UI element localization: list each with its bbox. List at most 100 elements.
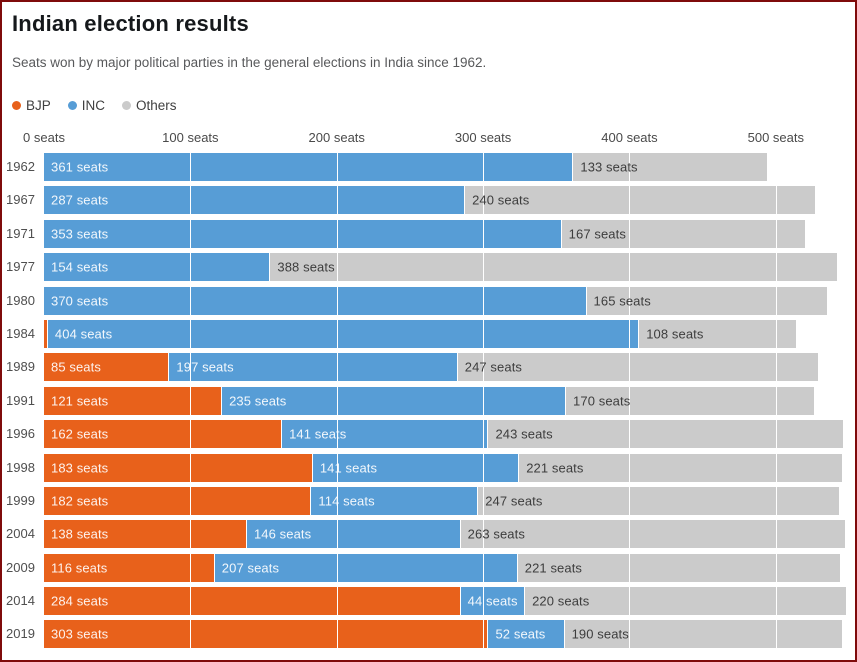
bar-row-1998: 183 seats 141 seats 221 seats (44, 453, 849, 482)
bar-value-label: 141 seats (319, 460, 378, 476)
bar-value-label: 240 seats (472, 192, 530, 208)
year-label: 1991 (6, 392, 35, 408)
bar-segment-bjp: 116 seats (44, 553, 214, 582)
bar-value-label: 221 seats (524, 560, 583, 576)
bar-row-1967: 287 seats 240 seats (44, 186, 849, 215)
bar-segment-others: 221 seats (516, 553, 841, 582)
legend-label: BJP (26, 97, 51, 113)
bar-segment-inc: 404 seats (46, 319, 639, 348)
bar-value-label: 263 seats (467, 526, 525, 542)
bar-row-2019: 303 seats 52 seats 190 seats (44, 620, 849, 649)
bar-segment-others: 190 seats (563, 620, 842, 649)
bar-value-label: 243 seats (495, 426, 553, 442)
x-axis-tick: 500 seats (747, 130, 804, 145)
year-label: 2004 (6, 526, 35, 542)
bar-row-1971: 353 seats 167 seats (44, 219, 849, 248)
x-axis-tick: 300 seats (454, 130, 512, 145)
bar-row-1962: 361 seats 133 seats (44, 153, 849, 181)
legend-dot-icon (122, 100, 132, 110)
bar-value-label: 220 seats (532, 593, 590, 609)
bar-segment-inc: 235 seats (221, 386, 566, 415)
bar-value-label: 404 seats (54, 326, 113, 342)
bar-segment-bjp: 138 seats (44, 520, 246, 549)
bar-value-label: 247 seats (464, 359, 523, 375)
bar-segment-inc: 370 seats (44, 286, 586, 315)
bar-value-label: 116 seats (51, 560, 108, 576)
bar-row-1989: 85 seats 197 seats 247 seats (44, 353, 849, 382)
bar-row-1977: 154 seats 388 seats (44, 253, 849, 282)
bar-segment-bjp: 121 seats (44, 386, 222, 415)
bar-segment-inc: 197 seats (168, 353, 457, 382)
bar-value-label: 221 seats (526, 460, 584, 476)
bar-segment-bjp (44, 319, 47, 348)
bar-segment-bjp: 162 seats (44, 420, 282, 449)
chart-body: 1962 1967 1971 1977 1980 1984 1989 1991 1996 1998… (2, 153, 849, 654)
year-label: 2014 (6, 593, 35, 609)
x-axis-tick: 400 seats (601, 130, 658, 145)
year-label: 1980 (6, 292, 35, 308)
year-label: 1989 (6, 359, 35, 375)
bar-segment-others: 240 seats (464, 186, 816, 215)
bar-row-1996: 162 seats 141 seats 243 seats (44, 420, 849, 449)
bar-segment-others: 263 seats (459, 520, 845, 549)
bar-segment-bjp: 303 seats (44, 620, 488, 649)
bar-segment-others: 220 seats (524, 587, 847, 616)
bar-value-label: 247 seats (485, 493, 543, 509)
plot-area: 361 seats 133 seats 287 seats 240 seats 353 … (44, 153, 849, 654)
legend-dot-icon (67, 100, 77, 110)
year-label: 2019 (6, 626, 35, 642)
bar-value-label: 190 seats (571, 626, 629, 642)
bar-row-1991: 121 seats 235 seats 170 seats (44, 386, 849, 415)
bar-segment-bjp: 284 seats (44, 587, 460, 616)
legend-dot-icon (12, 100, 21, 110)
bar-segment-others: 243 seats (487, 420, 844, 449)
bar-segment-inc: 154 seats (44, 253, 270, 282)
bar-segment-inc: 146 seats (245, 520, 460, 549)
bar-value-label: 146 seats (253, 526, 312, 542)
legend-item-bjp: BJP (12, 98, 51, 113)
bar-row-1984: 404 seats 108 seats (44, 319, 849, 348)
bar-value-label: 353 seats (51, 226, 109, 242)
legend-item-inc: INC (67, 98, 105, 113)
bar-segment-others: 221 seats (518, 453, 842, 482)
bar-segment-inc: 353 seats (44, 219, 561, 248)
bar-segment-inc: 287 seats (44, 186, 465, 215)
bar-value-label: 287 seats (51, 192, 109, 208)
legend-item-others: Others (122, 98, 177, 113)
bar-value-label: 361 seats (51, 159, 109, 175)
year-label: 1984 (6, 325, 35, 341)
bar-value-label: 182 seats (51, 493, 109, 509)
year-label: 1962 (6, 159, 35, 174)
bar-value-label: 44 seats (467, 593, 518, 609)
bar-segment-others: 247 seats (456, 353, 819, 382)
page-subtitle: Seats won by major political parties in … (12, 55, 487, 70)
bar-segment-inc: 44 seats (459, 587, 525, 616)
bar-row-2009: 116 seats 207 seats 221 seats (44, 553, 849, 582)
bar-value-label: 170 seats (573, 393, 631, 409)
bar-segment-others: 167 seats (560, 219, 806, 248)
bar-value-label: 154 seats (51, 259, 109, 275)
x-axis-tick: 200 seats (308, 130, 365, 145)
year-label: 2009 (6, 559, 35, 575)
year-label: 1971 (6, 225, 35, 241)
bar-segment-bjp: 183 seats (44, 453, 312, 482)
bar-value-label: 197 seats (176, 359, 234, 375)
bar-segment-others: 108 seats (638, 319, 797, 348)
bar-value-label: 121 seats (51, 393, 109, 409)
bar-segment-inc: 52 seats (487, 620, 564, 649)
year-label: 1967 (6, 192, 35, 208)
year-label: 1996 (6, 426, 35, 442)
bar-row-2014: 284 seats 44 seats 220 seats (44, 587, 849, 616)
bar-value-label: 138 seats (51, 526, 109, 542)
bar-row-1980: 370 seats 165 seats (44, 286, 849, 315)
x-axis-tick: 100 seats (162, 130, 219, 145)
year-label: 1999 (6, 492, 35, 508)
year-axis: 1962 1967 1971 1977 1980 1984 1989 1991 1996 1998… (2, 153, 44, 654)
year-label: 1977 (6, 259, 35, 275)
legend: BJP INC Others (12, 96, 855, 114)
bar-value-label: 114 seats (318, 493, 375, 509)
legend-label: Others (136, 97, 177, 113)
bar-segment-inc: 207 seats (213, 553, 517, 582)
bar-segment-inc: 361 seats (44, 153, 573, 181)
bar-row-1999: 182 seats 114 seats 247 seats (44, 486, 849, 515)
